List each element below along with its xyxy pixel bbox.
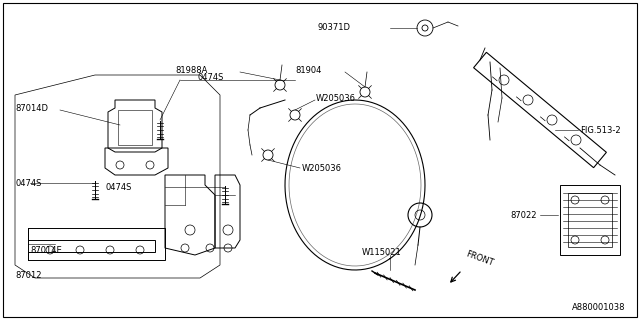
- Text: 0474S: 0474S: [105, 182, 131, 191]
- Text: A880001038: A880001038: [572, 303, 625, 312]
- Text: 87014D: 87014D: [15, 103, 48, 113]
- Text: 90371D: 90371D: [318, 22, 351, 31]
- Text: 0474S: 0474S: [197, 73, 223, 82]
- Text: 81988A: 81988A: [175, 66, 207, 75]
- Text: W115021: W115021: [362, 247, 402, 257]
- Text: 87014E: 87014E: [30, 245, 61, 254]
- Text: 81904: 81904: [295, 66, 321, 75]
- Text: FIG.513-2: FIG.513-2: [580, 125, 621, 134]
- Text: FRONT: FRONT: [464, 250, 494, 268]
- Text: 0474S: 0474S: [15, 179, 42, 188]
- Text: 87022: 87022: [510, 211, 536, 220]
- Text: W205036: W205036: [302, 164, 342, 172]
- Text: W205036: W205036: [316, 93, 356, 102]
- Text: 87012: 87012: [15, 270, 42, 279]
